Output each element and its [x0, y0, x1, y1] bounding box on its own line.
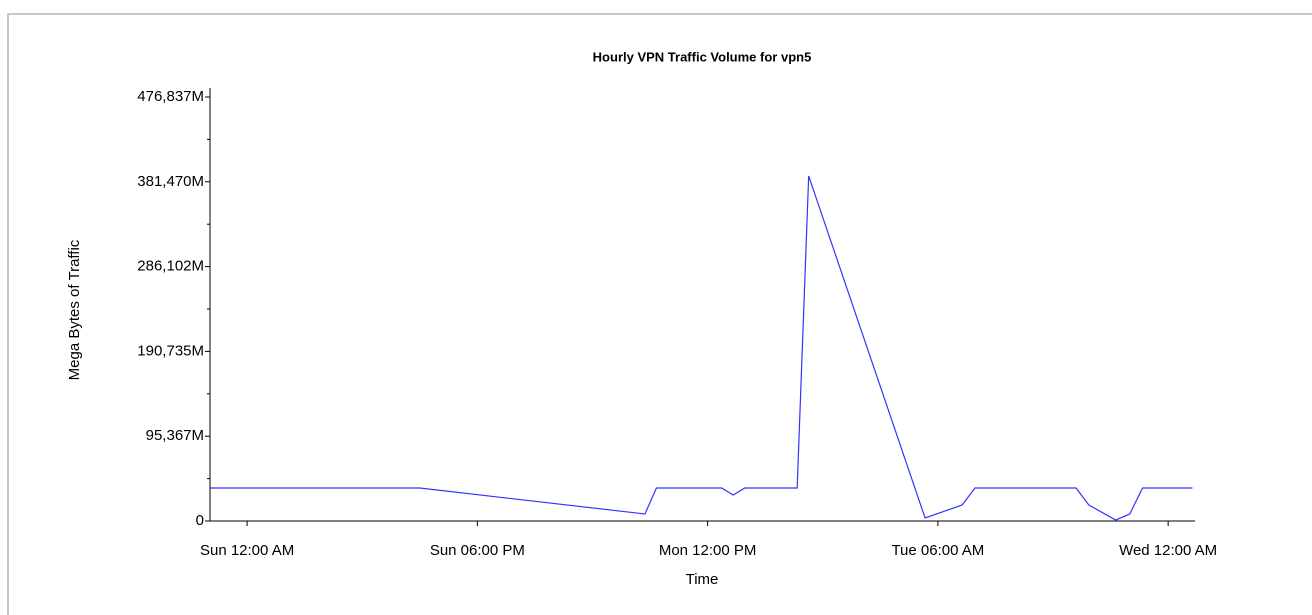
panel-frame [7, 13, 1312, 615]
line-series [210, 175, 1193, 521]
y-tick-label: 95,367M [146, 427, 204, 444]
y-tick-label: 0 [196, 512, 204, 529]
chart-title: Hourly VPN Traffic Volume for vpn5 [593, 49, 812, 64]
y-tick-label: 286,102M [137, 258, 204, 275]
y-tick-label: 381,470M [137, 173, 204, 190]
x-tick-label: Sun 12:00 AM [200, 542, 294, 559]
x-tick-label: Tue 06:00 AM [891, 542, 984, 559]
x-tick-label: Wed 12:00 AM [1119, 542, 1217, 559]
x-tick-label: Sun 06:00 PM [430, 542, 525, 559]
y-axis-label: Mega Bytes of Traffic [66, 239, 83, 380]
x-tick-label: Mon 12:00 PM [659, 542, 757, 559]
x-axis-label: Time [686, 571, 719, 588]
y-tick-label: 190,735M [137, 342, 204, 359]
y-tick-label: 476,837M [137, 88, 204, 105]
